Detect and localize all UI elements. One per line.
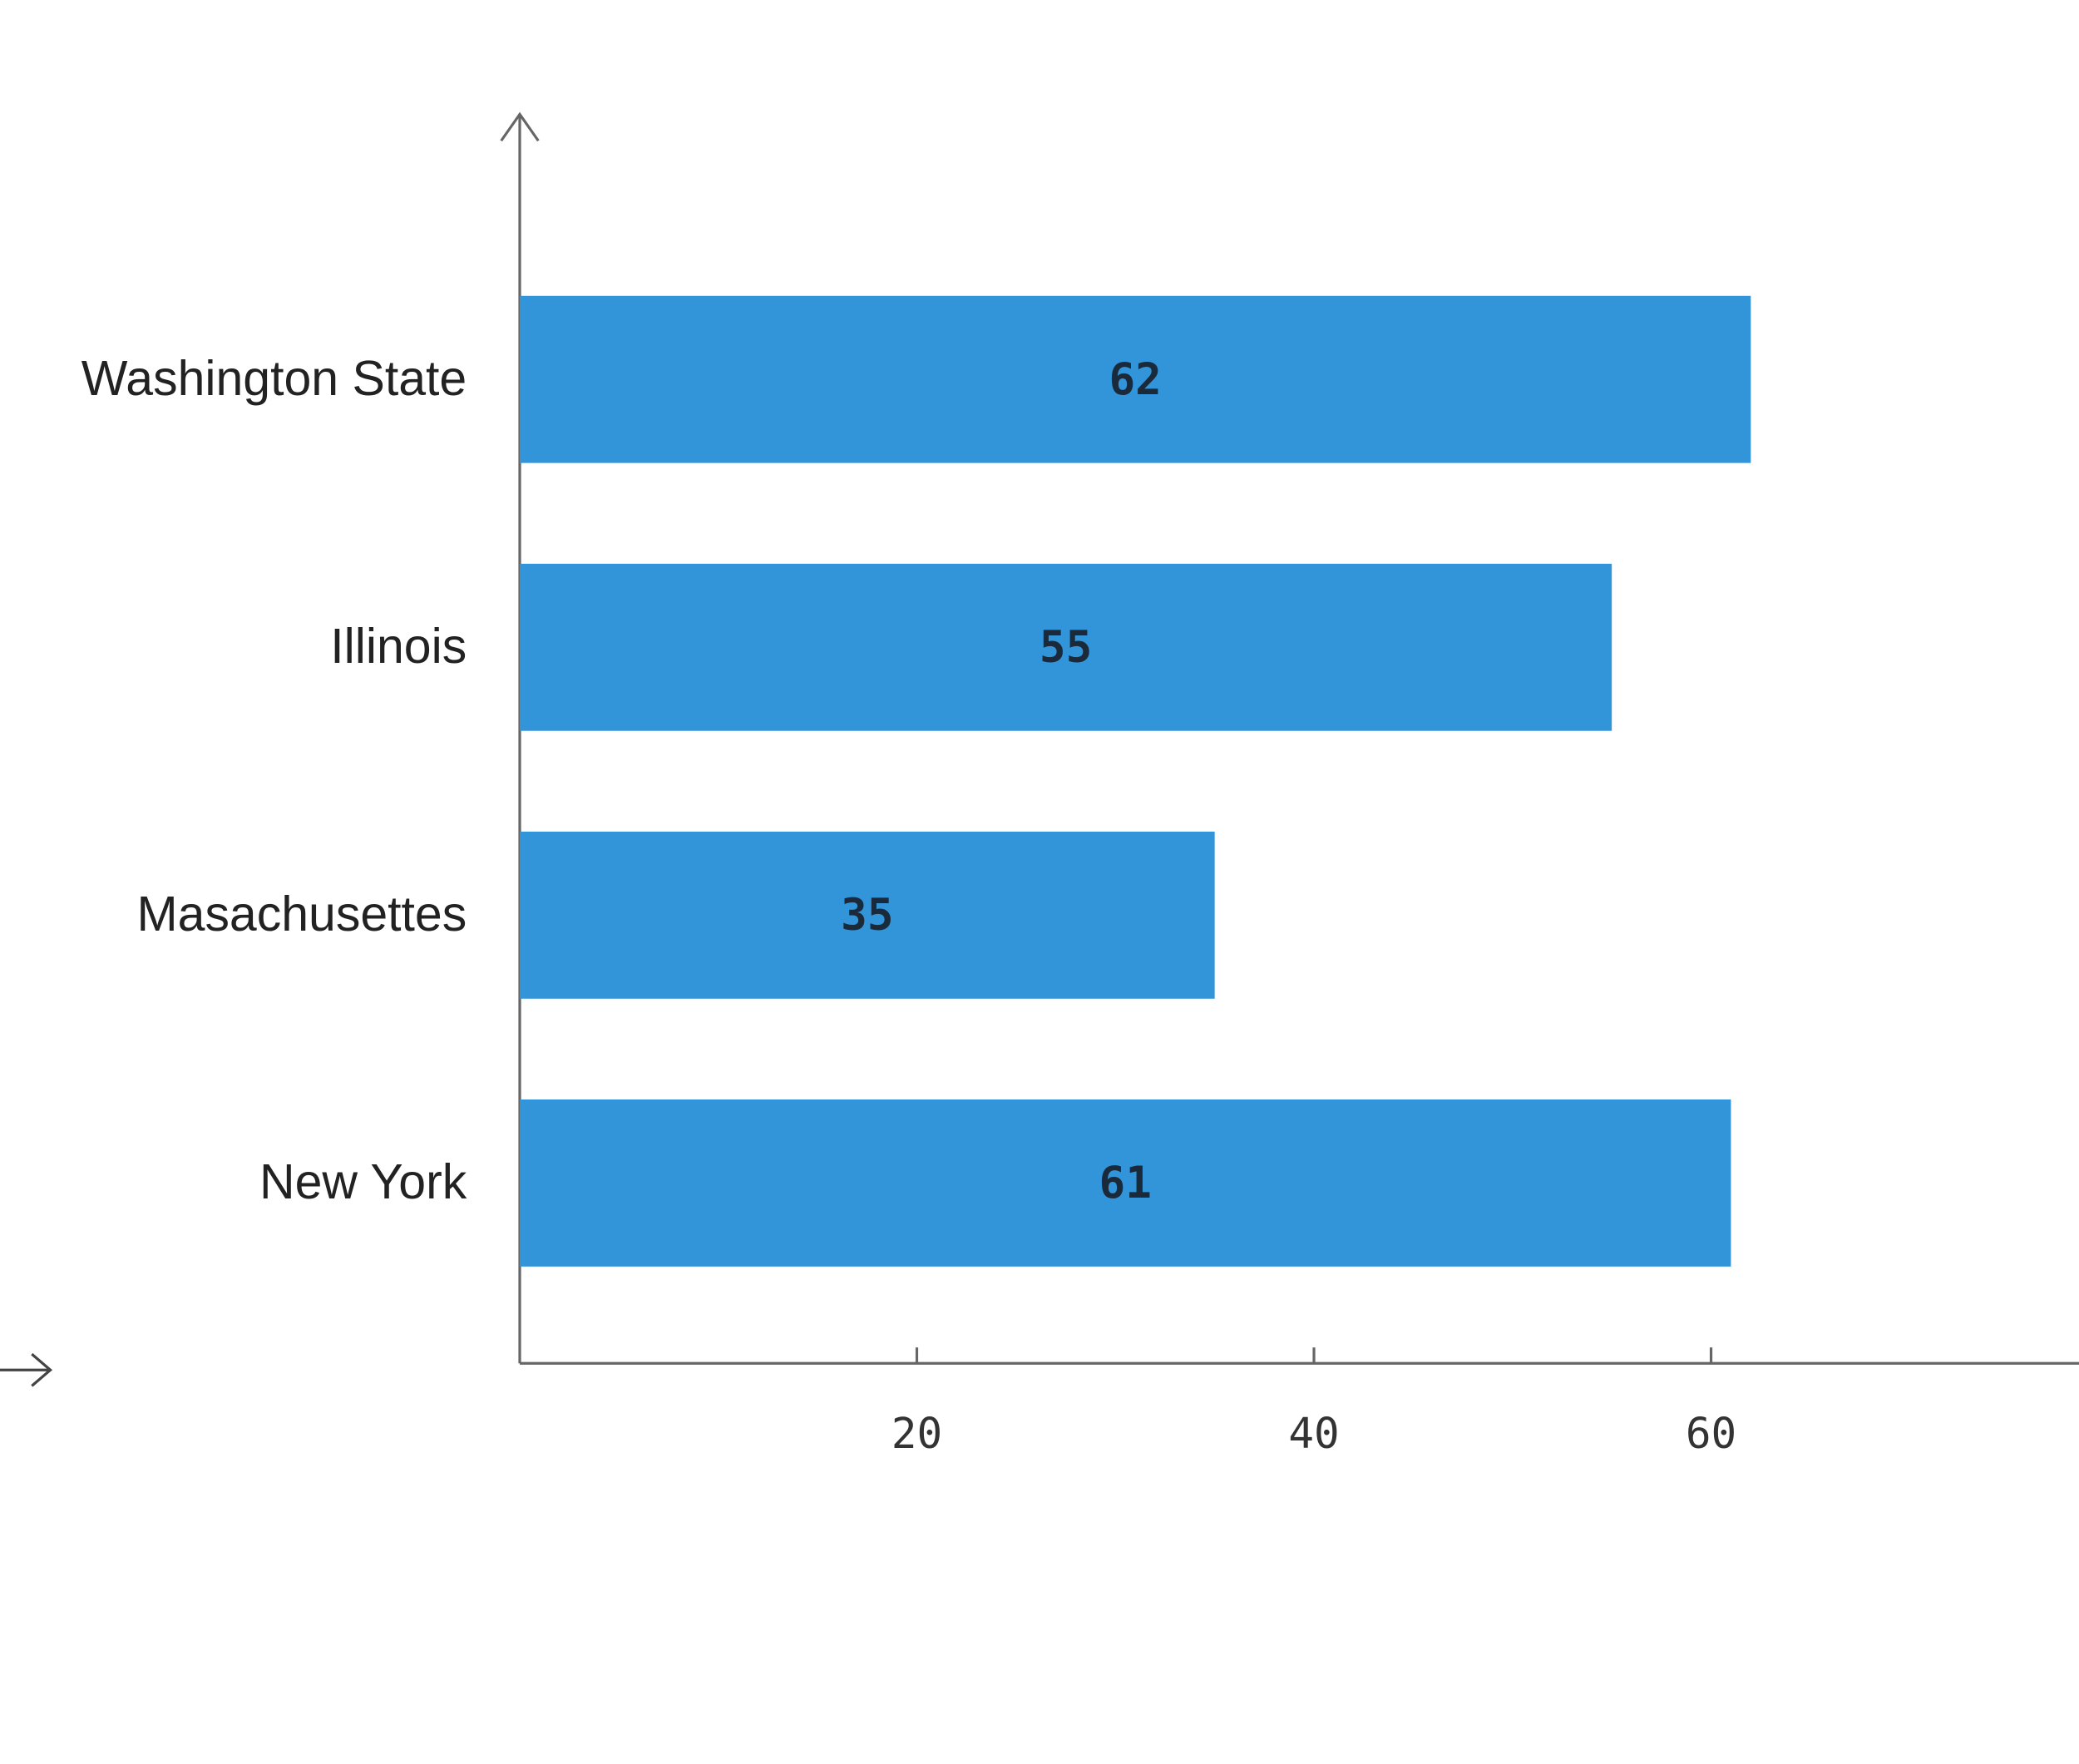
axis-arrow [0, 1352, 53, 1387]
bar [520, 295, 1751, 463]
y-tick-label: Washington State [81, 351, 467, 406]
x-tick-label: 20 [891, 1410, 942, 1459]
bar [520, 831, 1215, 999]
y-axis-arrow [500, 111, 540, 142]
bar [520, 1099, 1731, 1267]
y-tick-label: Masachusettes [137, 887, 467, 941]
bar [520, 563, 1612, 731]
x-tick-label: 40 [1288, 1410, 1339, 1459]
value-label: 61 [1099, 1158, 1152, 1208]
x-tick-label: 60 [1686, 1410, 1736, 1459]
y-tick-label: New York [259, 1154, 467, 1209]
value-label: 35 [841, 890, 893, 941]
value-label: 62 [1109, 354, 1161, 405]
value-label: 55 [1040, 622, 1092, 673]
y-tick-label: Illinois [330, 619, 467, 674]
